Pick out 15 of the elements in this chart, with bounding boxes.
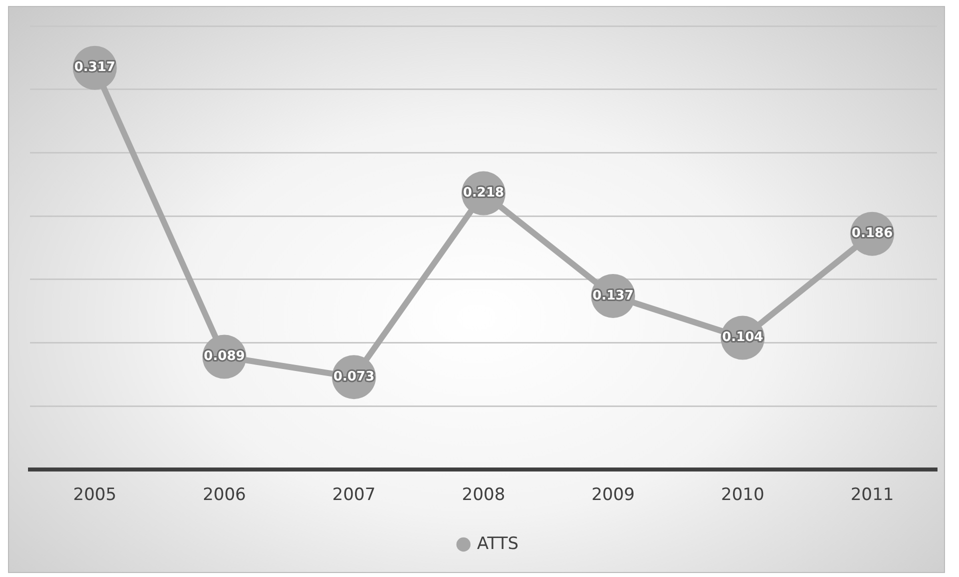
x-tick-label: 2010 bbox=[721, 485, 764, 506]
data-label: 0.317 bbox=[74, 60, 116, 76]
x-tick-label: 2009 bbox=[591, 485, 635, 506]
x-tick-label: 2008 bbox=[462, 485, 506, 506]
x-tick-label: 2007 bbox=[332, 485, 376, 506]
data-label: 0.186 bbox=[852, 226, 893, 242]
data-label: 0.218 bbox=[462, 186, 504, 201]
x-tick-label: 2005 bbox=[73, 485, 116, 506]
data-label: 0.089 bbox=[204, 349, 245, 364]
data-label: 0.073 bbox=[333, 369, 374, 384]
legend-label: ATTS bbox=[476, 534, 519, 554]
x-tick-label: 2011 bbox=[850, 485, 894, 506]
data-label: 0.137 bbox=[592, 288, 634, 304]
data-label: 0.104 bbox=[722, 330, 764, 346]
x-tick-label: 2006 bbox=[202, 485, 246, 506]
